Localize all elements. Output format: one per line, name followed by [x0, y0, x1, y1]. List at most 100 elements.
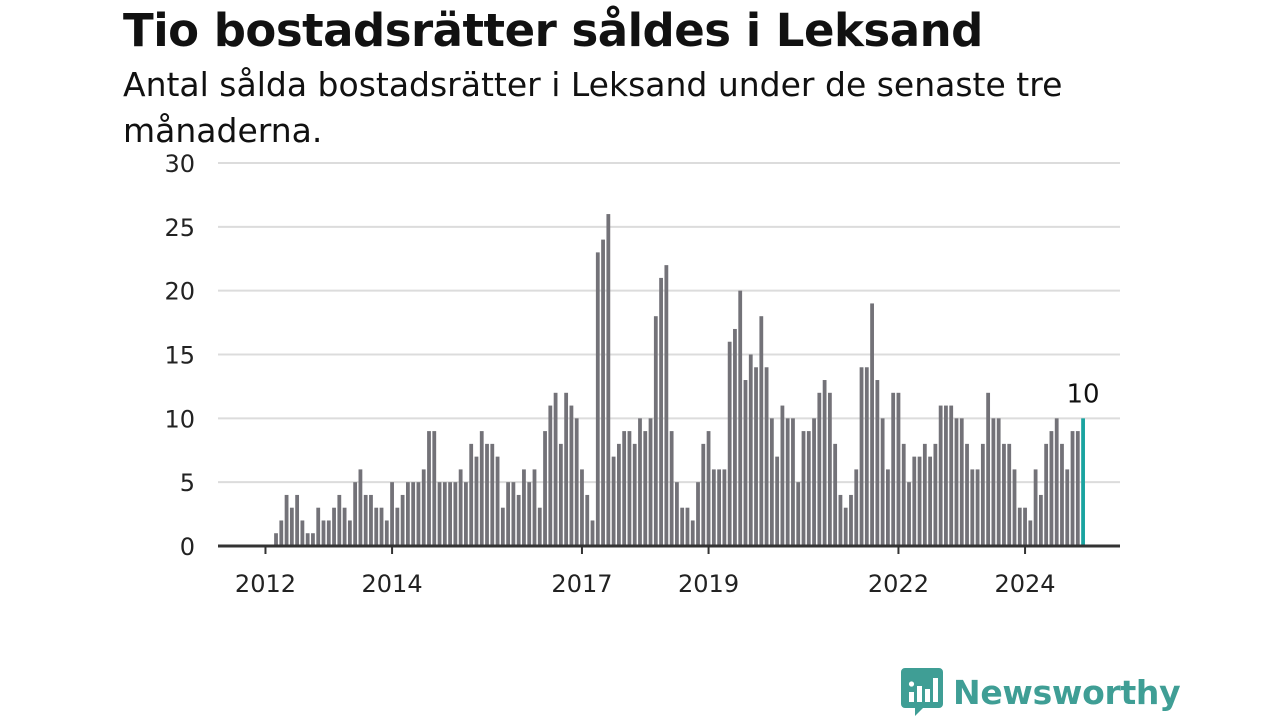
bar	[1065, 469, 1070, 546]
bar	[880, 418, 885, 546]
bar	[875, 380, 880, 546]
bar	[775, 456, 780, 546]
bar	[843, 507, 848, 546]
bar	[500, 507, 505, 546]
bar	[806, 431, 811, 546]
bar	[675, 482, 679, 546]
bar	[949, 405, 954, 546]
bar	[975, 469, 980, 546]
bar	[326, 520, 331, 546]
y-tick-label: 5	[180, 469, 195, 497]
bar	[532, 469, 537, 546]
bar	[980, 443, 985, 546]
bar	[469, 443, 474, 546]
bar	[616, 443, 621, 546]
bar	[638, 418, 642, 546]
bar	[363, 494, 368, 546]
bar	[864, 367, 869, 546]
bar	[959, 418, 964, 546]
bar	[580, 469, 584, 546]
bar	[305, 533, 310, 546]
bar	[1049, 431, 1054, 546]
bar	[342, 507, 347, 546]
bar	[1028, 520, 1033, 546]
bar	[390, 482, 394, 546]
bar	[944, 405, 948, 546]
bar	[411, 482, 416, 546]
bar	[448, 482, 452, 546]
bar	[1007, 443, 1012, 546]
x-tick-label: 2024	[995, 570, 1056, 598]
bar	[685, 507, 690, 546]
y-tick-label: 30	[164, 150, 195, 178]
bar	[785, 418, 790, 546]
x-tick-label: 2017	[551, 570, 612, 598]
last-value-label: 10	[1067, 379, 1100, 409]
bar	[590, 520, 595, 546]
bar	[812, 418, 816, 546]
bar	[669, 431, 674, 546]
bar	[991, 418, 996, 546]
bar	[886, 469, 890, 546]
x-tick-label: 2019	[678, 570, 739, 598]
bar	[653, 316, 658, 546]
bar	[928, 456, 933, 546]
bar	[764, 367, 769, 546]
bar	[827, 392, 832, 546]
bar	[1012, 469, 1017, 546]
bar	[1060, 443, 1064, 546]
bar	[706, 431, 711, 546]
bar-highlight	[1081, 418, 1085, 546]
bar	[922, 443, 927, 546]
bar	[1044, 443, 1049, 546]
bar	[1033, 469, 1038, 546]
bar	[738, 290, 743, 546]
bar	[743, 380, 748, 546]
bar	[611, 456, 616, 546]
bar	[543, 431, 547, 546]
bar	[1054, 418, 1059, 546]
bar	[442, 482, 447, 546]
bar	[289, 507, 294, 546]
bar	[912, 456, 917, 546]
bar	[891, 392, 896, 546]
bar	[432, 431, 437, 546]
bar	[405, 482, 410, 546]
bar	[553, 392, 558, 546]
bar	[748, 354, 753, 546]
bar	[321, 520, 326, 546]
bar	[558, 443, 563, 546]
bar	[933, 443, 938, 546]
bar	[511, 482, 516, 546]
bar	[796, 482, 801, 546]
bar	[595, 252, 600, 546]
bar	[627, 431, 632, 546]
bar	[859, 367, 864, 546]
bar	[274, 533, 278, 546]
chart-title: Tio bostadsrätter såldes i Leksand	[123, 4, 983, 57]
bar	[369, 494, 373, 546]
bar	[965, 443, 969, 546]
bar	[464, 482, 468, 546]
bar	[833, 443, 838, 546]
bar	[917, 456, 922, 546]
bar	[479, 431, 484, 546]
bar	[427, 431, 431, 546]
bar	[727, 341, 732, 546]
gridlines	[218, 162, 1120, 484]
bar	[632, 443, 637, 546]
bar	[300, 520, 305, 546]
bar	[400, 494, 405, 546]
bar	[838, 494, 843, 546]
x-tick-label: 2014	[362, 570, 423, 598]
newsworthy-logo: Newsworthy	[901, 668, 1181, 716]
bar	[527, 482, 532, 546]
bar	[701, 443, 706, 546]
bar	[954, 418, 959, 546]
bar	[722, 469, 727, 546]
bar	[384, 520, 389, 546]
bar	[996, 418, 1001, 546]
bar	[717, 469, 722, 546]
bar	[453, 482, 458, 546]
bar	[585, 494, 590, 546]
